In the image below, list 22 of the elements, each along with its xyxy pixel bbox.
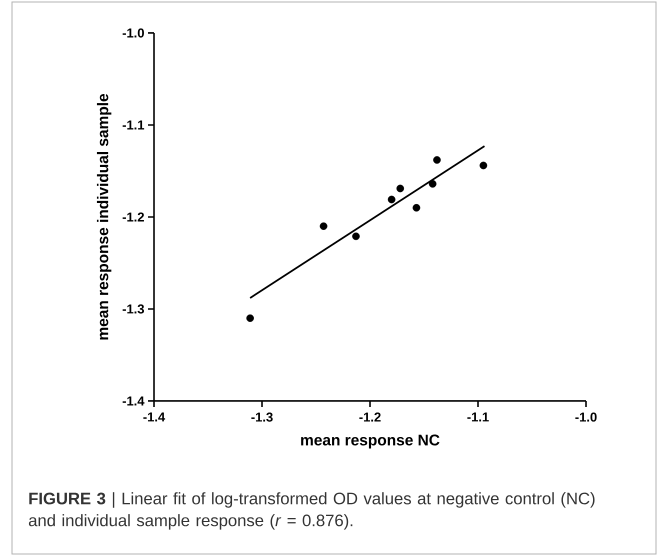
point — [480, 162, 488, 170]
y-tick-label: -1.4 — [122, 396, 144, 406]
y-axis-title: mean response individual sample — [96, 94, 112, 340]
point — [352, 232, 360, 240]
point — [433, 156, 441, 164]
x-tick-label: -1.1 — [467, 412, 489, 422]
y-tick-label: -1.0 — [122, 28, 144, 38]
x-axis-title: mean response NC — [301, 434, 440, 449]
x-tick-label: -1.0 — [575, 412, 597, 422]
text: FIGURE 3 | Linear fit of log-transformed OD values at negative control (NC) and individual sample response (r = 0.876). — [28, 492, 595, 530]
x-tick-label: -1.3 — [251, 412, 273, 422]
point — [412, 204, 420, 212]
y-tick-label: -1.3 — [122, 304, 144, 314]
point — [320, 222, 328, 230]
x-tick-label: -1.4 — [143, 412, 166, 422]
y-tick-label: -1.1 — [122, 120, 144, 130]
point — [396, 184, 404, 192]
point — [246, 314, 254, 322]
y-tick-label: -1.2 — [122, 212, 144, 222]
point — [428, 180, 436, 188]
x-tick-label: -1.2 — [359, 412, 381, 422]
point — [388, 196, 396, 204]
